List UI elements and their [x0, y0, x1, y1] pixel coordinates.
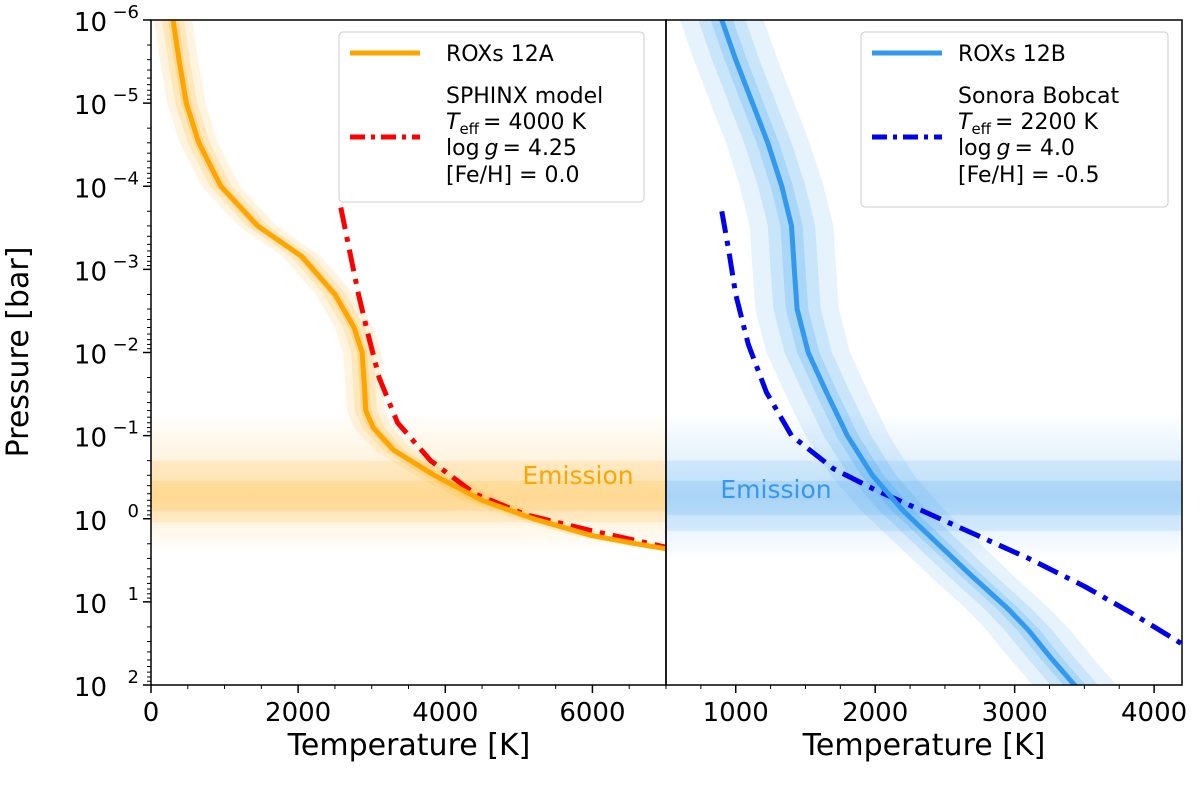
left-profile-line — [170, 20, 666, 552]
teff-symbol: T — [958, 110, 973, 135]
y-tick-label: 10 — [74, 673, 107, 703]
right-legend-label-sonora: Sonora Bobcat — [958, 84, 1119, 109]
left-emission-band — [151, 410, 666, 552]
logg-prefix: log — [446, 136, 480, 161]
y-tick-label: 10 — [74, 91, 107, 121]
y-tick-exponent: 1 — [128, 584, 139, 605]
left-data-layer — [153, 20, 666, 552]
y-tick-exponent: −3 — [112, 251, 139, 272]
left-x-tick-label: 4000 — [412, 698, 478, 728]
right-panel: 1000 2000 3000 4000 Emission ROXs 12B Sonor… — [665, 19, 1187, 763]
left-emission-core — [151, 480, 666, 511]
y-tick-exponent: −1 — [112, 418, 139, 439]
y-tick-label: 10 — [74, 507, 107, 537]
right-legend: ROXs 12B Sonora Bobcat Teff = 2200 K log g… — [860, 31, 1169, 208]
y-tick-base: 10 — [74, 590, 107, 620]
teff-subscript: eff — [971, 120, 991, 138]
y-tick-exponent: 2 — [128, 667, 139, 688]
right-uncertainty-band-1 — [679, 20, 1117, 685]
y-tick-label: 10 — [74, 257, 107, 287]
y-tick-base: 10 — [74, 424, 107, 454]
y-tick-label: 10 — [74, 590, 107, 620]
left-panel: 0 2000 4000 6000 10−610−510−410−310−210−110… — [1, 2, 667, 763]
y-tick-base: 10 — [74, 257, 107, 287]
left-emission-outer — [151, 460, 666, 523]
left-legend-label-roxs12a: ROXs 12A — [446, 42, 554, 67]
right-legend-box — [860, 31, 1169, 208]
logg-symbol: g — [997, 136, 1011, 161]
right-x-tick-label: 4000 — [1121, 698, 1187, 728]
right-x-tick-label: 3000 — [982, 698, 1048, 728]
right-model-line — [719, 210, 1182, 647]
y-tick-base: 10 — [74, 174, 107, 204]
y-tick-label: 10 — [74, 424, 107, 454]
left-legend-label-sphinx: SPHINX model — [446, 84, 603, 109]
teff-subscript: eff — [459, 120, 479, 138]
left-x-tick-label: 6000 — [559, 698, 625, 728]
y-tick-exponent: −4 — [112, 168, 139, 189]
left-legend: ROXs 12A SPHINX model Teff = 4000 K log g =… — [338, 31, 645, 203]
left-x-axis-label: Temperature [K] — [287, 728, 531, 763]
y-tick-label: 10 — [74, 8, 107, 38]
left-teff-value: = 4000 K — [483, 110, 586, 135]
right-x-tick-label: 1000 — [703, 698, 769, 728]
logg-symbol: g — [485, 136, 499, 161]
right-logg-value: = 4.0 — [1015, 136, 1075, 161]
y-axis-label: Pressure [bar] — [1, 247, 36, 458]
left-logg-value: = 4.25 — [503, 136, 577, 161]
teff-symbol: T — [446, 110, 461, 135]
right-emission-label: Emission — [720, 475, 831, 504]
right-data-layer — [679, 20, 1182, 685]
left-x-tick-label: 2000 — [265, 698, 331, 728]
logg-prefix: log — [958, 136, 992, 161]
left-legend-box — [338, 31, 645, 203]
y-tick-exponent: 0 — [128, 501, 139, 522]
y-tick-label: 10 — [74, 341, 107, 371]
y-tick-exponent: −2 — [112, 335, 139, 356]
right-legend-label-roxs12b: ROXs 12B — [958, 42, 1066, 67]
right-legend-feh: [Fe/H] = -0.5 — [958, 163, 1099, 188]
left-legend-feh: [Fe/H] = 0.0 — [446, 163, 580, 188]
left-model-line — [338, 207, 666, 550]
y-tick-base: 10 — [74, 91, 107, 121]
right-uncertainty-band-2 — [698, 20, 1099, 685]
y-tick-base: 10 — [74, 507, 107, 537]
y-tick-base: 10 — [74, 673, 107, 703]
y-tick-exponent: −5 — [112, 85, 139, 106]
right-profile-line — [718, 20, 1078, 685]
right-x-tick-label: 2000 — [842, 698, 908, 728]
left-legend-logg: log g = 4.25 — [446, 136, 577, 161]
y-tick-base: 10 — [74, 8, 107, 38]
y-tick-exponent: −6 — [112, 2, 139, 23]
right-axes-frame — [665, 19, 1183, 686]
left-x-ticks: 0 2000 4000 6000 — [143, 685, 667, 728]
right-legend-logg: log g = 4.0 — [958, 136, 1075, 161]
y-tick-base: 10 — [74, 341, 107, 371]
left-emission-label: Emission — [522, 461, 633, 490]
right-legend-teff: Teff = 2200 K — [958, 110, 1098, 138]
right-x-axis-label: Temperature [K] — [802, 728, 1046, 763]
y-tick-label: 10 — [74, 174, 107, 204]
left-legend-teff: Teff = 4000 K — [446, 110, 586, 138]
right-teff-value: = 2200 K — [995, 110, 1098, 135]
right-x-ticks: 1000 2000 3000 4000 — [665, 685, 1187, 728]
left-x-tick-label: 0 — [143, 698, 160, 728]
right-emission-outer — [666, 460, 1182, 531]
